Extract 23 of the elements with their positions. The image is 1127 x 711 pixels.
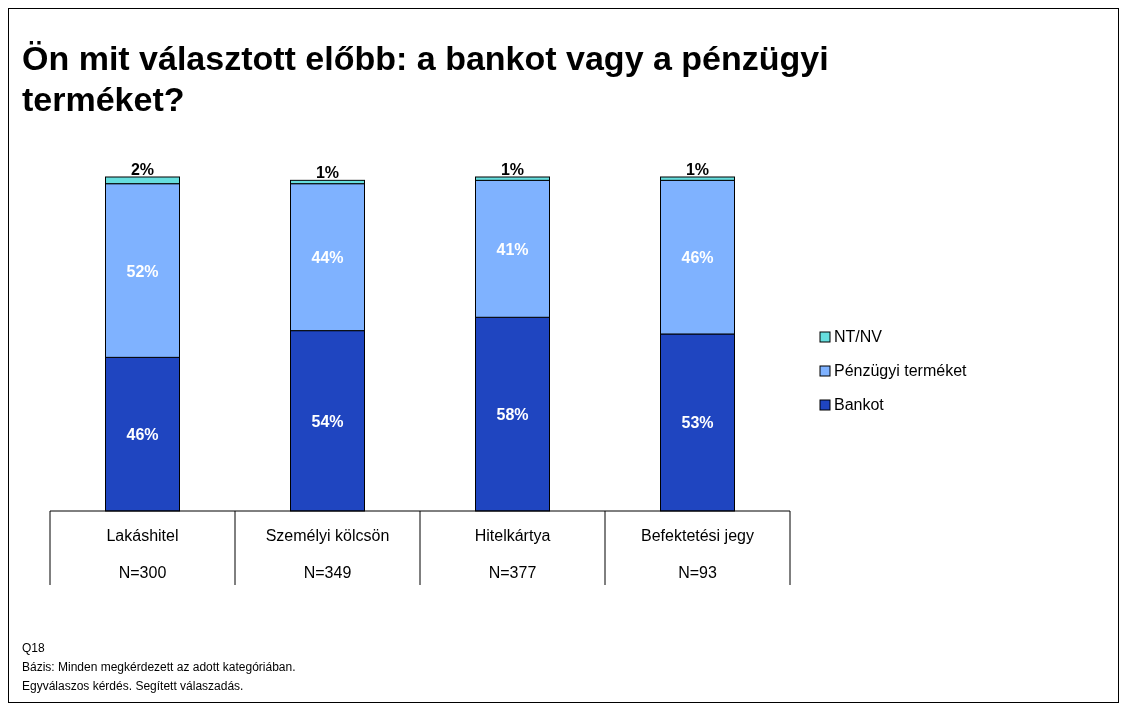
category-label: Személyi kölcsön N=349 [265,527,390,581]
data-label: 1% [500,161,525,178]
data-label: 52% [126,262,159,280]
data-label: 53% [681,414,714,432]
data-label: 1% [685,161,710,178]
category-label: Befektetési jegy N=93 [641,527,754,581]
data-label: 58% [496,406,529,424]
data-label: 1% [315,164,340,182]
legend-label: Pénzügyi terméket [834,362,968,379]
data-label: 2% [130,161,155,178]
data-label: 46% [681,249,714,267]
data-label: 54% [311,412,344,430]
text: Egyválaszos kérdés. Segített válaszadás. [22,679,244,693]
text: Bázis: Minden megkérdezett az adott kategóriában. [22,660,296,674]
data-label: 41% [496,240,529,258]
text: Q18 [22,641,46,655]
category-label: Hitelkártya N=377 [474,527,551,581]
chart-title: Ön mit választott előbb: a bankot vagy a pénzügyi terméket? [22,39,829,118]
data-label: 46% [126,426,159,444]
legend-label: NT/NV [834,328,883,345]
category-label: Lakáshitel N=300 [106,527,179,581]
legend-label: Bankot [834,396,885,413]
data-label: 44% [311,249,344,267]
